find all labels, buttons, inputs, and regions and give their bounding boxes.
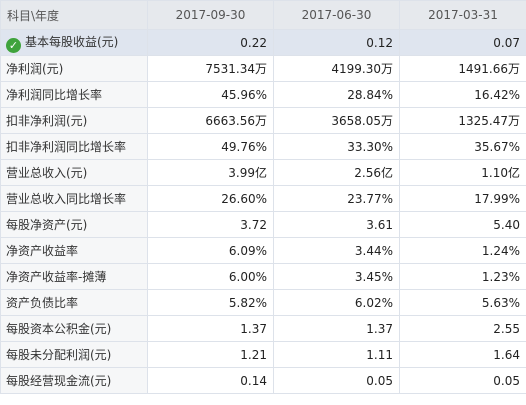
row-label[interactable]: 净利润(元)	[0, 55, 148, 82]
row-label[interactable]: 净资产收益率	[0, 237, 148, 264]
value-cell: 5.63%	[399, 289, 526, 316]
row-label[interactable]: 每股净资产(元)	[0, 211, 148, 238]
table-row[interactable]: 每股净资产(元) 3.72 3.61 5.40	[0, 211, 526, 238]
row-label[interactable]: 每股资本公积金(元)	[0, 315, 148, 342]
table-row[interactable]: 营业总收入(元) 3.99亿 2.56亿 1.10亿	[0, 159, 526, 186]
table-header: 科目\年度 2017-09-30 2017-06-30 2017-03-31	[0, 0, 526, 30]
table-row[interactable]: 扣非净利润(元) 6663.56万 3658.05万 1325.47万	[0, 107, 526, 134]
value-cell: 28.84%	[273, 81, 400, 108]
value-cell: 23.77%	[273, 185, 400, 212]
table-row[interactable]: 净利润同比增长率 45.96% 28.84% 16.42%	[0, 81, 526, 108]
row-label[interactable]: 扣非净利润同比增长率	[0, 133, 148, 160]
row-label[interactable]: 每股未分配利润(元)	[0, 341, 148, 368]
value-cell: 3.45%	[273, 263, 400, 290]
value-cell: 26.60%	[147, 185, 274, 212]
value-cell: 33.30%	[273, 133, 400, 160]
table-row[interactable]: 净资产收益率-摊薄 6.00% 3.45% 1.23%	[0, 263, 526, 290]
value-cell: 3.61	[273, 211, 400, 238]
table-row[interactable]: 每股经营现金流(元) 0.14 0.05 0.05	[0, 367, 526, 394]
check-circle-icon: ✓	[6, 37, 21, 53]
header-row: 科目\年度 2017-09-30 2017-06-30 2017-03-31	[0, 0, 526, 30]
table-body: ✓ 基本每股收益(元) 0.22 0.12 0.07 净利润(元) 7531.34…	[0, 29, 526, 394]
row-label[interactable]: 净利润同比增长率	[0, 81, 148, 108]
column-header-date[interactable]: 2017-06-30	[273, 0, 400, 30]
value-cell: 1.10亿	[399, 159, 526, 186]
value-cell: 17.99%	[399, 185, 526, 212]
value-cell: 2.56亿	[273, 159, 400, 186]
value-cell: 6.00%	[147, 263, 274, 290]
value-cell: 6.02%	[273, 289, 400, 316]
header-item-year-label: 科目\年度	[0, 0, 148, 30]
table-row[interactable]: 净资产收益率 6.09% 3.44% 1.24%	[0, 237, 526, 264]
value-cell: 49.76%	[147, 133, 274, 160]
value-cell: 0.22	[147, 29, 274, 56]
table-row[interactable]: 营业总收入同比增长率 26.60% 23.77% 17.99%	[0, 185, 526, 212]
row-label: 基本每股收益(元)	[25, 34, 119, 49]
row-label[interactable]: 净资产收益率-摊薄	[0, 263, 148, 290]
value-cell: 1.24%	[399, 237, 526, 264]
value-cell: 1491.66万	[399, 55, 526, 82]
value-cell: 16.42%	[399, 81, 526, 108]
value-cell: 1.11	[273, 341, 400, 368]
value-cell: 4199.30万	[273, 55, 400, 82]
value-cell: 1325.47万	[399, 107, 526, 134]
value-cell: 0.12	[273, 29, 400, 56]
value-cell: 1.21	[147, 341, 274, 368]
financial-indicators-table: 科目\年度 2017-09-30 2017-06-30 2017-03-31 ✓…	[0, 0, 526, 394]
row-label[interactable]: 营业总收入同比增长率	[0, 185, 148, 212]
table-row[interactable]: 每股资本公积金(元) 1.37 1.37 2.55	[0, 315, 526, 342]
value-cell: 1.23%	[399, 263, 526, 290]
row-label-cell[interactable]: ✓ 基本每股收益(元)	[0, 29, 148, 56]
value-cell: 1.37	[147, 315, 274, 342]
value-cell: 35.67%	[399, 133, 526, 160]
value-cell: 0.14	[147, 367, 274, 394]
table-row[interactable]: 每股未分配利润(元) 1.21 1.11 1.64	[0, 341, 526, 368]
value-cell: 3.44%	[273, 237, 400, 264]
value-cell: 7531.34万	[147, 55, 274, 82]
column-header-date[interactable]: 2017-09-30	[147, 0, 274, 30]
table-row[interactable]: 资产负债比率 5.82% 6.02% 5.63%	[0, 289, 526, 316]
row-label[interactable]: 每股经营现金流(元)	[0, 367, 148, 394]
row-label[interactable]: 营业总收入(元)	[0, 159, 148, 186]
value-cell: 0.07	[399, 29, 526, 56]
value-cell: 3.99亿	[147, 159, 274, 186]
value-cell: 1.37	[273, 315, 400, 342]
value-cell: 1.64	[399, 341, 526, 368]
row-label[interactable]: 扣非净利润(元)	[0, 107, 148, 134]
value-cell: 5.82%	[147, 289, 274, 316]
value-cell: 5.40	[399, 211, 526, 238]
value-cell: 6.09%	[147, 237, 274, 264]
table-row[interactable]: 扣非净利润同比增长率 49.76% 33.30% 35.67%	[0, 133, 526, 160]
value-cell: 2.55	[399, 315, 526, 342]
value-cell: 3658.05万	[273, 107, 400, 134]
value-cell: 0.05	[273, 367, 400, 394]
value-cell: 0.05	[399, 367, 526, 394]
value-cell: 45.96%	[147, 81, 274, 108]
value-cell: 6663.56万	[147, 107, 274, 134]
table-row[interactable]: ✓ 基本每股收益(元) 0.22 0.12 0.07	[0, 29, 526, 56]
column-header-date[interactable]: 2017-03-31	[399, 0, 526, 30]
table-row[interactable]: 净利润(元) 7531.34万 4199.30万 1491.66万	[0, 55, 526, 82]
value-cell: 3.72	[147, 211, 274, 238]
row-label[interactable]: 资产负债比率	[0, 289, 148, 316]
